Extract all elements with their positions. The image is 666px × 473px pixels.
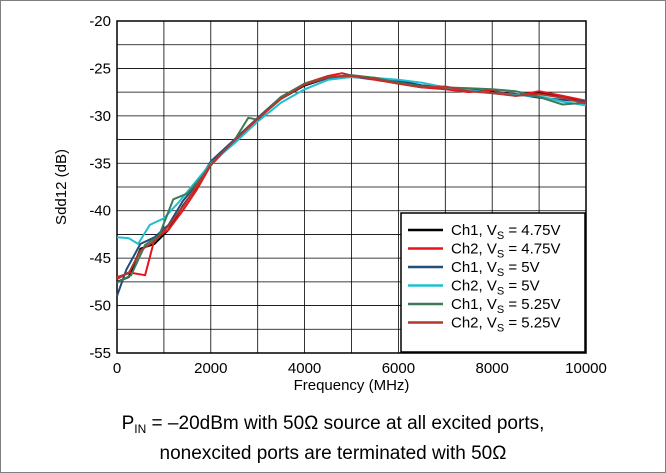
y-axis-ticks: -20 -25 -30 -35 -40 -45 -50 -55 bbox=[89, 13, 111, 362]
y-axis-title: Sdd12 (dB) bbox=[53, 149, 70, 225]
plot-area bbox=[116, 20, 587, 354]
caption-line-2: nonexcited ports are terminated with 50Ω bbox=[159, 443, 507, 464]
y-tick-label: -35 bbox=[89, 155, 111, 172]
legend-entry: Ch2, VS = 5V bbox=[451, 278, 540, 298]
y-tick-label: -25 bbox=[89, 60, 111, 77]
x-tick-label: 8000 bbox=[476, 360, 509, 377]
y-tick-label: -30 bbox=[89, 108, 111, 125]
x-tick-label: 10000 bbox=[565, 360, 607, 377]
x-tick-label: 6000 bbox=[382, 360, 415, 377]
x-axis-title: Frequency (MHz) bbox=[294, 377, 410, 394]
y-tick-label: -55 bbox=[89, 345, 111, 362]
legend-entry: Ch1, VS = 5.25V bbox=[451, 296, 561, 316]
legend-entry: Ch1, VS = 5V bbox=[451, 259, 540, 279]
y-tick-label: -50 bbox=[89, 298, 111, 315]
legend-box bbox=[400, 212, 586, 353]
legend-entry: Ch2, VS = 5.25V bbox=[451, 315, 561, 335]
x-tick-label: 2000 bbox=[194, 360, 227, 377]
x-axis-ticks: 0 2000 4000 6000 8000 10000 bbox=[113, 360, 607, 377]
y-tick-label: -40 bbox=[89, 203, 111, 220]
caption-line-1-text: = –20dBm with 50Ω source at all excited … bbox=[146, 413, 545, 434]
caption-power-symbol: P bbox=[121, 413, 135, 434]
y-tick-label: -45 bbox=[89, 250, 111, 267]
caption-line-1: PIN = –20dBm with 50Ω source at all exci… bbox=[0, 413, 666, 436]
y-tick-label: -20 bbox=[89, 13, 111, 30]
series-lines bbox=[116, 72, 587, 297]
sdd12-line-chart: -20 -25 -30 -35 -40 -45 -50 -55 0 2000 4000 6000 80… bbox=[53, 13, 607, 394]
x-tick-label: 0 bbox=[113, 360, 121, 377]
x-tick-label: 4000 bbox=[288, 360, 321, 377]
caption-power-subscript: IN bbox=[134, 422, 147, 436]
series-line-6 bbox=[116, 75, 587, 279]
legend-entry: Ch2, VS = 4.75V bbox=[451, 241, 561, 261]
legend-entry: Ch1, VS = 4.75V bbox=[451, 222, 561, 242]
